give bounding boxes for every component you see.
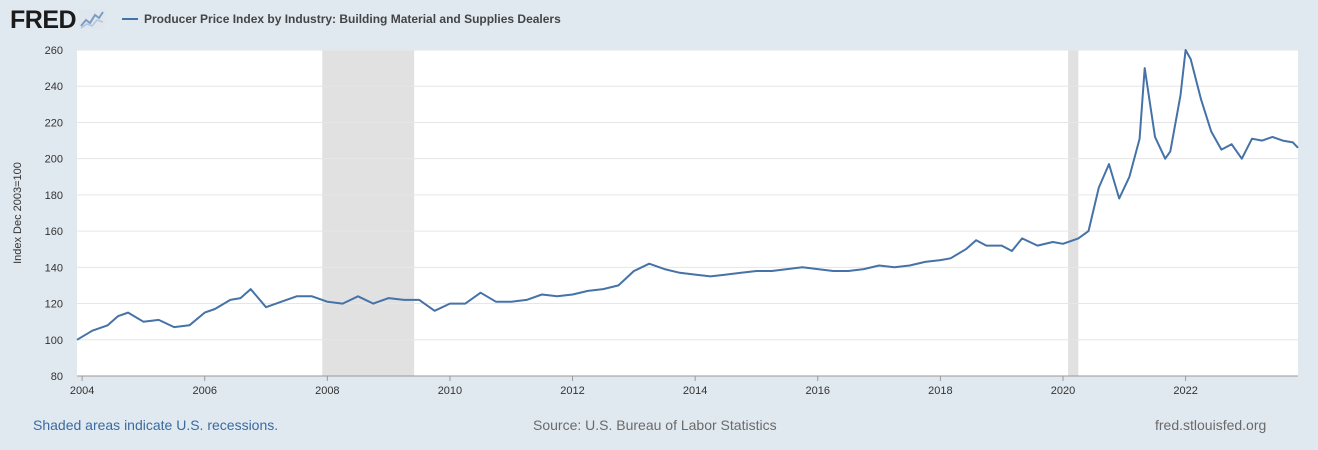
series-line — [76, 49, 1299, 341]
recession-shade — [1068, 50, 1079, 376]
recession-shade — [322, 50, 415, 376]
fred-logo[interactable]: FRED — [10, 6, 106, 34]
x-tick-label: 2022 — [1173, 385, 1197, 397]
x-tick-label: 2016 — [806, 385, 830, 397]
y-tick-label: 180 — [45, 190, 63, 202]
y-tick-label: 140 — [45, 262, 63, 274]
y-tick-label: 260 — [45, 45, 63, 57]
x-tick-label: 2014 — [683, 385, 707, 397]
y-tick-label: 240 — [45, 81, 63, 93]
y-tick-label: 160 — [45, 226, 63, 238]
legend-label: Producer Price Index by Industry: Buildi… — [144, 12, 561, 26]
source-note: Source: U.S. Bureau of Labor Statistics — [533, 417, 777, 433]
x-tick-label: 2006 — [192, 385, 216, 397]
legend-swatch — [122, 18, 138, 20]
x-tick-label: 2010 — [438, 385, 462, 397]
y-tick-label: 200 — [45, 154, 63, 166]
plot-area — [77, 50, 1298, 376]
x-tick-label: 2018 — [928, 385, 952, 397]
x-tick-label: 2008 — [315, 385, 339, 397]
recession-note-link[interactable]: Shaded areas indicate U.S. recessions. — [33, 417, 279, 433]
y-tick-label: 80 — [51, 371, 63, 383]
x-tick-label: 2020 — [1051, 385, 1075, 397]
y-tick-label: 120 — [45, 299, 63, 311]
x-tick-label: 2012 — [560, 385, 584, 397]
fred-site-link[interactable]: fred.stlouisfed.org — [1155, 417, 1267, 433]
y-tick-label: 100 — [45, 335, 63, 347]
chart-legend: Producer Price Index by Industry: Buildi… — [122, 12, 561, 26]
line-chart-icon — [79, 8, 106, 34]
x-tick-label: 2004 — [70, 385, 94, 397]
y-tick-label: 220 — [45, 117, 63, 129]
fred-logo-text: FRED — [10, 6, 77, 34]
